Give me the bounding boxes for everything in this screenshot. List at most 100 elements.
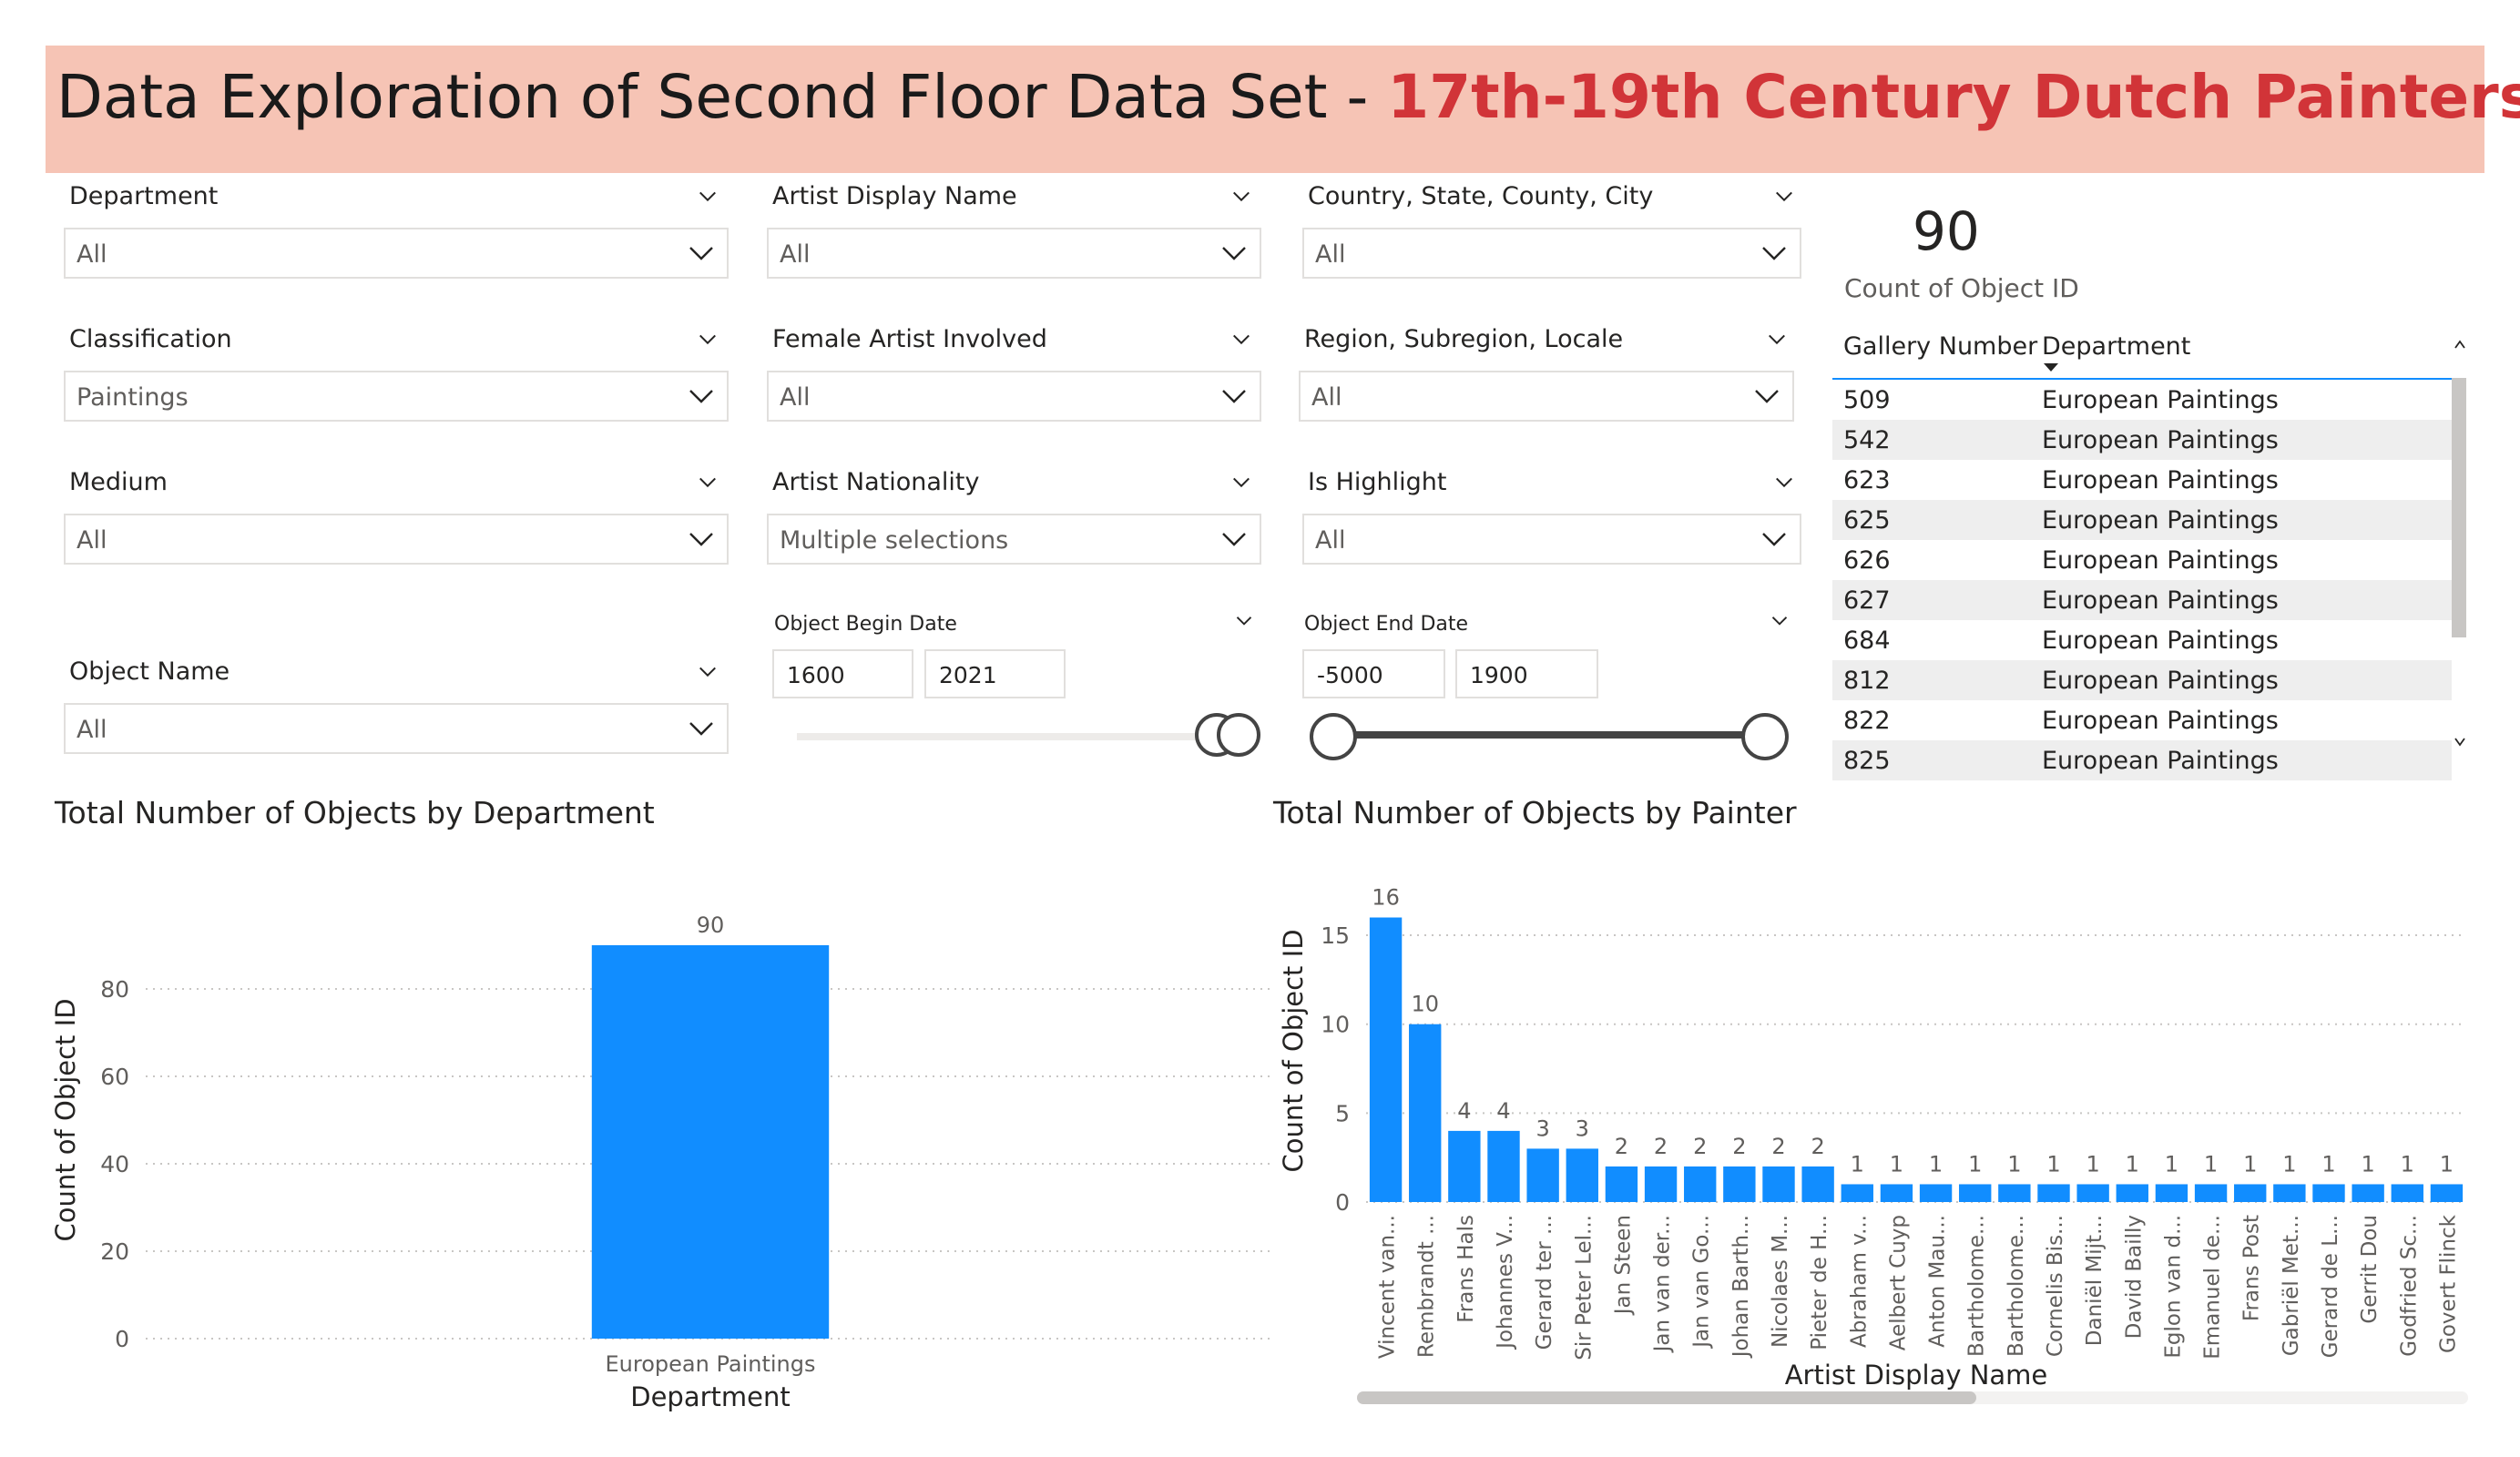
end-date-from-input[interactable]: -5000 bbox=[1302, 649, 1445, 698]
artist-display-name-dropdown[interactable]: All bbox=[767, 228, 1261, 279]
chevron-down-icon[interactable] bbox=[1774, 473, 1794, 493]
department-bar-chart: 0 20 40 60 80 Count of Object ID 90 European Pa… bbox=[50, 912, 1275, 1412]
y-tick-label: 20 bbox=[100, 1238, 129, 1265]
object-name-dropdown[interactable]: All bbox=[64, 703, 729, 754]
gallery-number-cell: 812 bbox=[1843, 667, 1891, 695]
x-tick-label: Godfried Sc... bbox=[2397, 1215, 2421, 1357]
classification-dropdown[interactable]: Paintings bbox=[64, 371, 729, 422]
x-tick-label: Abraham v... bbox=[1847, 1215, 1871, 1348]
table-row[interactable]: 627 European Paintings bbox=[1832, 580, 2452, 620]
table-row[interactable]: 509 European Paintings bbox=[1832, 380, 2452, 420]
x-axis-label: Artist Display Name bbox=[1785, 1360, 2048, 1391]
chart-scrollbar-thumb[interactable] bbox=[1357, 1391, 1976, 1404]
x-tick-label: Aelbert Cuyp bbox=[1886, 1215, 1910, 1350]
x-tick-label: Sir Peter Lel... bbox=[1572, 1215, 1596, 1360]
chevron-down-icon[interactable] bbox=[1774, 187, 1794, 207]
department-dropdown[interactable]: All bbox=[64, 228, 729, 279]
begin-date-to-input[interactable]: 2021 bbox=[924, 649, 1066, 698]
begin-date-slider-track[interactable] bbox=[797, 733, 1216, 740]
y-tick-label: 10 bbox=[1321, 1012, 1350, 1038]
table-header-department[interactable]: Department bbox=[2042, 332, 2191, 361]
gallery-number-cell: 684 bbox=[1843, 627, 1891, 655]
x-tick-label: Rembrandt ... bbox=[1415, 1215, 1439, 1358]
chevron-down-icon[interactable] bbox=[698, 187, 718, 207]
table-body: 509 European Paintings 542 European Paintin… bbox=[1832, 380, 2452, 780]
data-label: 1 bbox=[2046, 1151, 2060, 1177]
end-date-from-value: -5000 bbox=[1317, 662, 1383, 688]
x-tick-label: Jan Steen bbox=[1611, 1215, 1635, 1316]
y-tick-label: 0 bbox=[115, 1326, 129, 1352]
bar bbox=[1959, 1184, 1992, 1202]
end-date-slider-track[interactable] bbox=[1331, 731, 1763, 739]
begin-date-from-input[interactable]: 1600 bbox=[772, 649, 913, 698]
table-row[interactable]: 623 European Paintings bbox=[1832, 460, 2452, 500]
scroll-down-icon[interactable] bbox=[2454, 736, 2466, 747]
end-date-slider-handle-start[interactable] bbox=[1310, 713, 1357, 760]
table-header-gallery-number[interactable]: Gallery Number bbox=[1843, 332, 2038, 361]
chevron-down-icon[interactable] bbox=[698, 473, 718, 493]
y-tick-label: 15 bbox=[1321, 922, 1350, 949]
table-row[interactable]: 625 European Paintings bbox=[1832, 500, 2452, 540]
bar bbox=[2391, 1184, 2423, 1202]
artist-nationality-dropdown[interactable]: Multiple selections bbox=[767, 514, 1261, 565]
data-label: 1 bbox=[2165, 1151, 2178, 1177]
scroll-up-icon[interactable] bbox=[2454, 339, 2466, 350]
chevron-down-icon bbox=[689, 390, 713, 403]
female-artist-dropdown[interactable]: All bbox=[767, 371, 1261, 422]
region-value: All bbox=[1311, 383, 1342, 412]
region-dropdown[interactable]: All bbox=[1299, 371, 1794, 422]
page-title-highlight: 17th-19th Century Dutch Painters bbox=[1387, 62, 2520, 132]
data-label: 1 bbox=[2007, 1151, 2021, 1177]
data-label: 1 bbox=[1968, 1151, 1982, 1177]
bar bbox=[1762, 1166, 1795, 1202]
x-tick-label: Daniël Mijt... bbox=[2083, 1215, 2107, 1346]
table-row[interactable]: 542 European Paintings bbox=[1832, 420, 2452, 460]
bar bbox=[1998, 1184, 2031, 1202]
bar bbox=[1566, 1148, 1598, 1202]
data-label: 1 bbox=[1890, 1151, 1903, 1177]
table-row[interactable]: 626 European Paintings bbox=[1832, 540, 2452, 580]
bar bbox=[2076, 1184, 2109, 1202]
table-row[interactable]: 684 European Paintings bbox=[1832, 620, 2452, 660]
data-label: 4 bbox=[1457, 1098, 1471, 1124]
chevron-down-icon[interactable] bbox=[1231, 330, 1251, 350]
bar bbox=[2273, 1184, 2306, 1202]
bar bbox=[1605, 1166, 1638, 1202]
department-cell: European Paintings bbox=[2042, 627, 2279, 655]
gallery-number-cell: 625 bbox=[1843, 506, 1891, 535]
data-label: 1 bbox=[2321, 1151, 2335, 1177]
begin-date-slider-handle-end[interactable] bbox=[1217, 713, 1260, 757]
chevron-down-icon bbox=[689, 533, 713, 546]
painter-chart-title: Total Number of Objects by Painter bbox=[1273, 795, 1797, 830]
medium-dropdown[interactable]: All bbox=[64, 514, 729, 565]
chevron-down-icon[interactable] bbox=[698, 330, 718, 350]
chevron-down-icon[interactable] bbox=[1235, 612, 1253, 630]
bar bbox=[1880, 1184, 1913, 1202]
x-axis-label: Department bbox=[630, 1381, 791, 1412]
chevron-down-icon bbox=[1762, 533, 1786, 546]
country-dropdown[interactable]: All bbox=[1302, 228, 1801, 279]
end-date-to-input[interactable]: 1900 bbox=[1455, 649, 1598, 698]
object-name-slicer-label: Object Name bbox=[69, 657, 230, 686]
end-date-slider-handle-end[interactable] bbox=[1741, 713, 1789, 760]
gallery-number-cell: 825 bbox=[1843, 747, 1891, 775]
data-label: 10 bbox=[1411, 992, 1439, 1017]
x-tick-label: Jan van der... bbox=[1651, 1215, 1675, 1353]
table-row[interactable]: 812 European Paintings bbox=[1832, 660, 2452, 700]
department-cell: European Paintings bbox=[2042, 546, 2279, 575]
chevron-down-icon[interactable] bbox=[1231, 187, 1251, 207]
table-row[interactable]: 822 European Paintings bbox=[1832, 700, 2452, 740]
end-date-to-value: 1900 bbox=[1470, 662, 1528, 688]
table-row[interactable]: 825 European Paintings bbox=[1832, 740, 2452, 780]
chevron-down-icon[interactable] bbox=[1767, 330, 1787, 350]
department-cell: European Paintings bbox=[2042, 667, 2279, 695]
chevron-down-icon[interactable] bbox=[1770, 612, 1789, 630]
table-scrollbar-thumb[interactable] bbox=[2452, 378, 2466, 637]
bar bbox=[2155, 1184, 2188, 1202]
x-tick-label: Pieter de H... bbox=[1808, 1215, 1831, 1350]
is-highlight-dropdown[interactable]: All bbox=[1302, 514, 1801, 565]
data-label: 1 bbox=[2243, 1151, 2257, 1177]
chevron-down-icon[interactable] bbox=[698, 662, 718, 682]
chevron-down-icon[interactable] bbox=[1231, 473, 1251, 493]
chevron-down-icon bbox=[689, 247, 713, 260]
